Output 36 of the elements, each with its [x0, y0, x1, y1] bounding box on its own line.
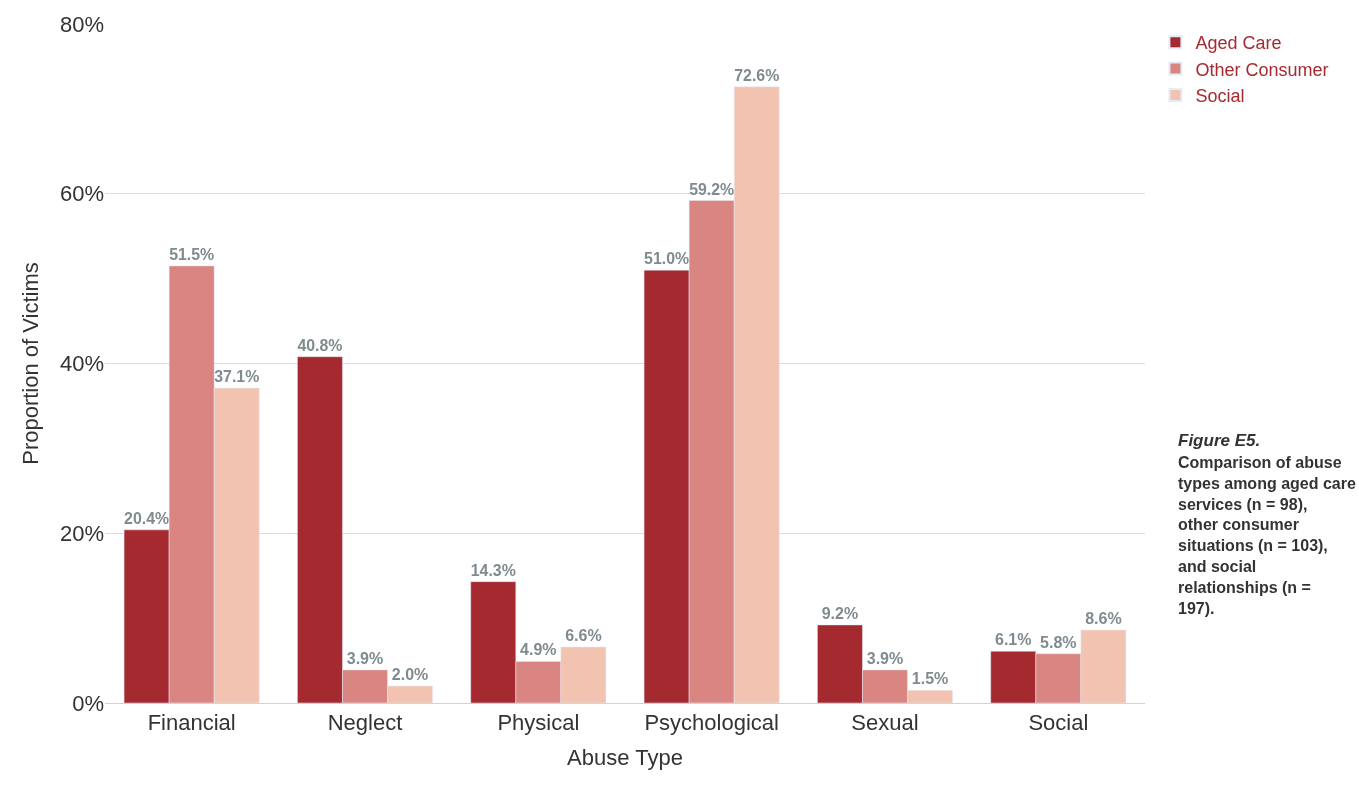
y-tick-label: 20%: [59, 520, 104, 546]
data-label: 40.8%: [297, 336, 343, 354]
data-label: 59.2%: [689, 180, 735, 198]
data-label: 2.0%: [391, 666, 429, 684]
x-tick-label: Social: [1028, 710, 1089, 736]
legend-label: Aged Care: [1195, 33, 1282, 54]
legend-label: Other Consumer: [1195, 59, 1329, 80]
text: Comparison of abuse types among aged care services (n = 98), other consumer situations (n = 103), and social relationships (n = 197).: [1178, 454, 1356, 617]
x-tick-label: Financial: [147, 710, 236, 736]
legend-label: Social: [1195, 86, 1245, 107]
x-tick-label: Physical: [497, 710, 580, 736]
x-tick-label: Psychological: [644, 710, 779, 736]
data-label: 6.1%: [995, 631, 1032, 649]
data-label: 6.6%: [565, 626, 602, 644]
data-label: 37.1%: [214, 368, 260, 386]
x-axis-title: Abuse Type: [567, 745, 683, 771]
data-label: 14.3%: [470, 561, 516, 579]
data-label: 72.6%: [734, 66, 780, 84]
x-tick-label: Neglect: [327, 710, 403, 736]
caption: Figure E5.: [1178, 431, 1261, 450]
data-label: 3.9%: [866, 649, 904, 667]
data-label: 51.0%: [644, 250, 690, 268]
y-tick-label: 80%: [59, 11, 104, 37]
y-tick-label: 0%: [72, 690, 104, 716]
y-axis-title: Proportion of Victims: [17, 262, 43, 465]
data-label: 1.5%: [911, 670, 949, 688]
data-label: 51.5%: [169, 245, 215, 263]
y-tick-label: 40%: [59, 351, 104, 377]
data-label: 3.9%: [346, 649, 384, 667]
data-label: 8.6%: [1085, 610, 1122, 628]
data-label: 4.9%: [520, 641, 557, 659]
data-label: 5.8%: [1040, 633, 1077, 651]
x-tick-label: Sexual: [851, 710, 919, 736]
data-label: 9.2%: [821, 604, 859, 622]
y-tick-label: 60%: [59, 181, 104, 207]
data-label: 20.4%: [124, 509, 170, 527]
